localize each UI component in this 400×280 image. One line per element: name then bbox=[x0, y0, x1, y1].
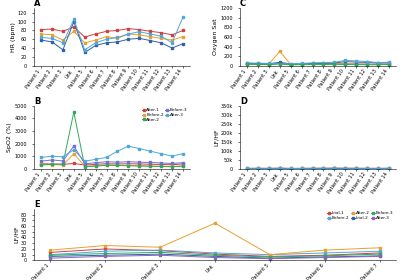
#30a860 bbox=[158, 251, 162, 254]
#9060c0 bbox=[213, 256, 218, 259]
#d04040 bbox=[213, 253, 218, 256]
#3060a8 bbox=[158, 253, 162, 256]
#50a8d8 bbox=[377, 249, 382, 253]
#e8a030 bbox=[377, 246, 382, 249]
#e8a030 bbox=[213, 221, 218, 225]
#30a860 bbox=[268, 255, 272, 259]
#9060c0 bbox=[322, 256, 327, 259]
Legend: After-1, Before-2, After-2, Before-3, After-3: After-1, Before-2, After-2, Before-3, Af… bbox=[142, 108, 188, 122]
Y-axis label: HR (bpm): HR (bpm) bbox=[10, 22, 16, 52]
#d04040 bbox=[322, 254, 327, 257]
#9060c0 bbox=[377, 255, 382, 258]
#9060c0 bbox=[48, 256, 53, 260]
#50a8d8 bbox=[103, 249, 108, 253]
#30a860 bbox=[103, 252, 108, 255]
Line: #e8a030: #e8a030 bbox=[50, 222, 380, 256]
#e8a030 bbox=[158, 246, 162, 249]
#50a8d8 bbox=[48, 253, 53, 256]
#3060a8 bbox=[103, 254, 108, 257]
#d04040 bbox=[268, 255, 272, 258]
#9060c0 bbox=[268, 257, 272, 260]
#d04040 bbox=[48, 251, 53, 254]
Line: #30a860: #30a860 bbox=[50, 251, 380, 258]
#30a860 bbox=[377, 253, 382, 256]
Text: B: B bbox=[34, 97, 40, 106]
#30a860 bbox=[213, 254, 218, 257]
#50a8d8 bbox=[213, 251, 218, 255]
#3060a8 bbox=[268, 256, 272, 260]
Line: #d04040: #d04040 bbox=[50, 248, 380, 257]
#3060a8 bbox=[377, 254, 382, 258]
#e8a030 bbox=[48, 248, 53, 252]
#e8a030 bbox=[322, 248, 327, 252]
Line: #50a8d8: #50a8d8 bbox=[50, 249, 380, 256]
Text: A: A bbox=[34, 0, 40, 8]
#3060a8 bbox=[322, 255, 327, 259]
Line: #9060c0: #9060c0 bbox=[50, 254, 380, 260]
#9060c0 bbox=[103, 255, 108, 258]
#50a8d8 bbox=[322, 251, 327, 255]
#9060c0 bbox=[158, 254, 162, 257]
#e8a030 bbox=[103, 244, 108, 247]
#30a860 bbox=[48, 254, 53, 257]
Legend: Ictal-1, Before-2, After-2, Ictal-2, Before-3, After-3: Ictal-1, Before-2, After-2, Ictal-2, Bef… bbox=[327, 211, 394, 221]
#d04040 bbox=[377, 251, 382, 255]
Line: #3060a8: #3060a8 bbox=[50, 253, 380, 259]
#e8a030 bbox=[268, 253, 272, 256]
#d04040 bbox=[103, 247, 108, 251]
#50a8d8 bbox=[158, 248, 162, 252]
#3060a8 bbox=[48, 255, 53, 258]
#30a860 bbox=[322, 254, 327, 258]
#50a8d8 bbox=[268, 253, 272, 256]
Text: C: C bbox=[240, 0, 246, 8]
Text: D: D bbox=[240, 97, 247, 106]
Y-axis label: LF/HF: LF/HF bbox=[214, 129, 219, 146]
Y-axis label: SpO2 (%): SpO2 (%) bbox=[8, 122, 12, 152]
#d04040 bbox=[158, 249, 162, 252]
Y-axis label: LF/HF: LF/HF bbox=[14, 226, 19, 243]
#3060a8 bbox=[213, 255, 218, 258]
Y-axis label: Oxygen Sat: Oxygen Sat bbox=[214, 19, 218, 55]
Text: E: E bbox=[34, 200, 40, 209]
